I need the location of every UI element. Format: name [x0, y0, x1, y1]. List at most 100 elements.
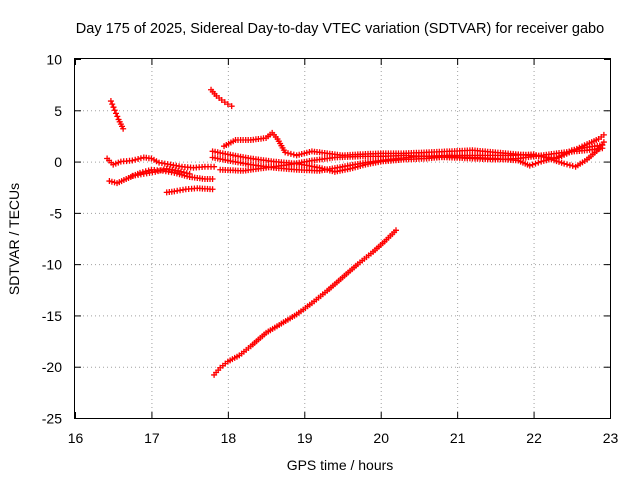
interpolated-marks [357, 250, 374, 266]
y-tick-label: -5 [50, 205, 63, 221]
interpolated-marks [139, 167, 152, 176]
interpolated-marks [181, 164, 194, 171]
data-point [218, 97, 225, 104]
x-axis-label: GPS time / hours [287, 457, 394, 473]
interpolated-marks [295, 301, 313, 316]
data-point [129, 157, 136, 164]
interpolated-marks [132, 171, 144, 179]
grid-lines [75, 59, 610, 418]
interpolated-marks [529, 159, 542, 168]
interpolated-marks [162, 168, 175, 176]
interpolated-marks [574, 158, 588, 169]
y-tick-label: -15 [42, 308, 62, 324]
interpolated-marks [280, 312, 298, 326]
data-point [107, 98, 114, 105]
y-tick-label: 5 [54, 103, 62, 119]
interpolated-marks [311, 289, 328, 305]
interpolated-marks [238, 345, 252, 357]
interpolated-marks [285, 150, 297, 158]
interpolated-marks [494, 155, 519, 163]
data-point [526, 162, 533, 169]
y-tick-label: -20 [42, 359, 62, 375]
chart-title: Day 175 of 2025, Sidereal Day-to-day VTE… [76, 21, 604, 37]
interpolated-marks [472, 155, 496, 163]
interpolated-marks [479, 152, 512, 159]
plot-frame [74, 58, 611, 419]
interpolated-marks [213, 367, 222, 376]
interpolated-marks [223, 138, 237, 148]
interpolated-marks [227, 353, 240, 364]
interpolated-marks [170, 162, 183, 170]
data-point [224, 101, 231, 108]
data-point [120, 125, 127, 132]
interpolated-marks [326, 276, 344, 293]
x-tick-label: 19 [297, 430, 313, 446]
x-tick-label: 20 [373, 430, 389, 446]
data-point [561, 160, 568, 167]
interpolated-marks [426, 153, 450, 161]
interpolated-marks [151, 156, 160, 165]
series-1 [107, 98, 127, 132]
interpolated-marks [548, 156, 565, 166]
interpolated-marks [275, 138, 287, 154]
y-axis-label: SDTVAR / TECUs [6, 183, 22, 295]
interpolated-marks [265, 131, 274, 140]
interpolated-marks [166, 188, 175, 195]
interpolated-marks [219, 166, 244, 174]
x-tick-label: 21 [450, 430, 466, 446]
x-tick-label: 17 [144, 430, 160, 446]
interpolated-marks [296, 166, 320, 174]
interpolated-marks [586, 148, 600, 161]
interpolated-marks [204, 176, 213, 182]
interpolated-marks [116, 176, 130, 186]
interpolated-marks [209, 88, 218, 97]
interpolated-marks [311, 148, 328, 156]
x-tick-label: 22 [526, 430, 542, 446]
data-point [152, 168, 159, 175]
data-point [393, 227, 399, 234]
interpolated-marks [372, 240, 386, 254]
x-tick-label: 23 [603, 430, 619, 446]
data-point [209, 176, 216, 183]
interpolated-marks [132, 155, 144, 163]
interpolated-marks [116, 118, 125, 130]
interpolated-marks [106, 157, 115, 166]
interpolated-marks [174, 186, 186, 194]
data-marks [104, 86, 607, 378]
data-point [600, 131, 607, 138]
interpolated-marks [109, 101, 117, 111]
data-point [211, 163, 218, 170]
y-tick-label: -10 [42, 257, 62, 273]
data-point [600, 139, 607, 146]
data-point [175, 167, 182, 174]
x-tick-label: 16 [68, 430, 84, 446]
interpolated-marks [155, 166, 167, 175]
y-tick-label: -25 [42, 411, 62, 427]
interpolated-marks [205, 163, 214, 170]
series-6 [163, 185, 216, 196]
y-tick-label: 10 [46, 52, 62, 68]
interpolated-marks [112, 159, 122, 167]
interpolated-marks [113, 110, 121, 120]
interpolated-marks [166, 166, 179, 174]
interpolated-marks [143, 154, 152, 162]
series-2 [208, 86, 235, 110]
interpolated-marks [158, 160, 171, 168]
interpolated-marks [185, 185, 198, 192]
interpolated-marks [143, 169, 156, 177]
series-10 [217, 145, 606, 174]
interpolated-marks [178, 168, 190, 177]
interpolated-marks [564, 161, 576, 169]
series-11 [211, 227, 399, 378]
series-3 [104, 154, 218, 171]
interpolated-marks [271, 131, 279, 140]
axis-ticks: 16 17 18 19 20 21 22 23 10 5 0 -5 -10 -15 -20 -25 [42, 52, 619, 447]
data-point [599, 145, 606, 152]
interpolated-marks [120, 157, 133, 165]
data-point [209, 186, 216, 193]
interpolated-marks [383, 229, 398, 243]
interpolated-marks [265, 322, 283, 335]
y-tick-label: 0 [54, 154, 62, 170]
interpolated-marks [193, 164, 206, 171]
